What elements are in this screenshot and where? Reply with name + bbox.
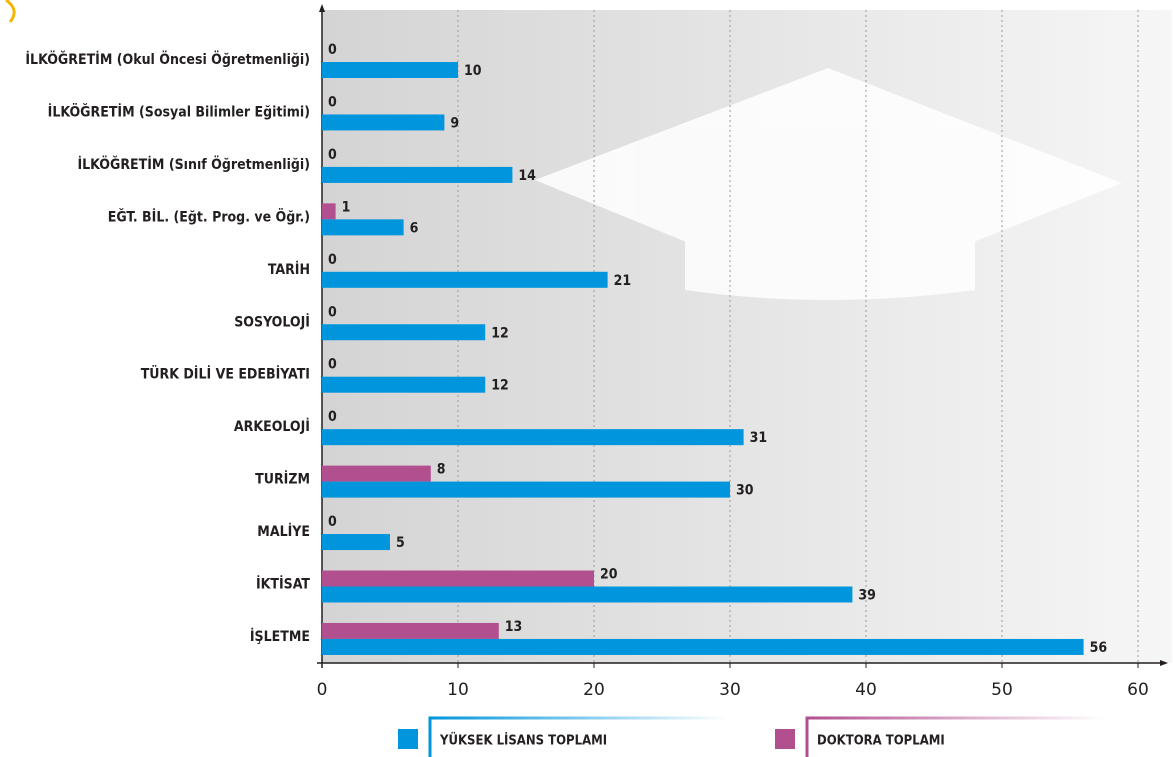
bar bbox=[322, 570, 594, 587]
bar bbox=[322, 219, 404, 236]
legend-frame bbox=[805, 716, 1105, 757]
bar bbox=[322, 534, 390, 551]
value-label: 12 bbox=[491, 325, 509, 341]
bar bbox=[322, 271, 608, 288]
value-label: 8 bbox=[437, 462, 446, 478]
bar bbox=[322, 166, 513, 183]
x-tick-label: 40 bbox=[855, 680, 877, 700]
value-label: 39 bbox=[858, 588, 876, 604]
y-axis-arrow bbox=[319, 4, 325, 12]
value-label: 20 bbox=[600, 567, 618, 583]
x-axis-arrow bbox=[1160, 660, 1168, 666]
x-tick-label: 20 bbox=[583, 680, 605, 700]
value-label: 0 bbox=[328, 94, 337, 110]
bar bbox=[322, 114, 445, 131]
bar bbox=[322, 586, 853, 603]
bar bbox=[322, 465, 431, 482]
x-tick-label: 10 bbox=[447, 680, 469, 700]
x-tick-label: 30 bbox=[719, 680, 741, 700]
y-tick-label: EĞT. BİL. (Eğt. Prog. ve Öğr.) bbox=[108, 207, 310, 225]
value-label: 0 bbox=[328, 147, 337, 163]
y-tick-label: TURİZM bbox=[255, 471, 310, 488]
bar bbox=[322, 481, 730, 498]
cap-decoration bbox=[535, 68, 1122, 300]
y-tick-label: İŞLETME bbox=[250, 628, 310, 645]
value-label: 6 bbox=[410, 220, 419, 236]
bar bbox=[322, 203, 336, 220]
logo-mark bbox=[5, 0, 16, 23]
x-tick-label: 60 bbox=[1127, 680, 1149, 700]
value-label: 0 bbox=[328, 514, 337, 530]
value-label: 21 bbox=[614, 273, 632, 289]
bar bbox=[322, 429, 744, 446]
value-label: 0 bbox=[328, 409, 337, 425]
y-tick-label: İLKÖĞRETİM (Sınıf Öğretmenliği) bbox=[77, 155, 310, 173]
value-label: 12 bbox=[491, 378, 509, 394]
value-label: 0 bbox=[328, 304, 337, 320]
value-label: 0 bbox=[328, 357, 337, 373]
value-label: 0 bbox=[328, 252, 337, 268]
x-tick-label: 50 bbox=[991, 680, 1013, 700]
y-tick-label: SOSYOLOJİ bbox=[234, 313, 310, 330]
y-tick-label: İLKÖĞRETİM (Okul Öncesi Öğretmenliği) bbox=[25, 50, 310, 68]
bar bbox=[322, 622, 499, 639]
y-tick-label: ARKEOLOJİ bbox=[234, 418, 310, 435]
y-tick-label: MALİYE bbox=[257, 523, 310, 540]
y-tick-label: TARİH bbox=[268, 261, 310, 278]
bar bbox=[322, 376, 486, 393]
value-label: 0 bbox=[328, 42, 337, 58]
value-label: 14 bbox=[518, 168, 536, 184]
value-label: 31 bbox=[750, 430, 768, 446]
value-label: 1 bbox=[342, 199, 351, 215]
value-label: 13 bbox=[505, 619, 523, 635]
value-label: 56 bbox=[1090, 640, 1108, 656]
legend-frame bbox=[428, 716, 728, 757]
legend-swatch bbox=[775, 729, 795, 749]
y-tick-label: TÜRK DİLİ VE EDEBİYATI bbox=[141, 365, 310, 383]
legend-swatch bbox=[398, 729, 418, 749]
value-label: 10 bbox=[464, 63, 482, 79]
bar bbox=[322, 638, 1084, 655]
y-tick-label: İLKÖĞRETİM (Sosyal Bilimler Eğitimi) bbox=[48, 102, 310, 120]
value-label: 30 bbox=[736, 483, 754, 499]
y-tick-label: İKTİSAT bbox=[256, 576, 310, 593]
bar bbox=[322, 324, 486, 341]
legend-label: DOKTORA TOPLAMI bbox=[817, 734, 945, 749]
legend-label: YÜKSEK LİSANS TOPLAMI bbox=[439, 733, 607, 749]
bar bbox=[322, 62, 458, 78]
x-tick-label: 0 bbox=[317, 680, 328, 700]
value-label: 9 bbox=[450, 115, 459, 131]
value-label: 5 bbox=[396, 535, 405, 551]
